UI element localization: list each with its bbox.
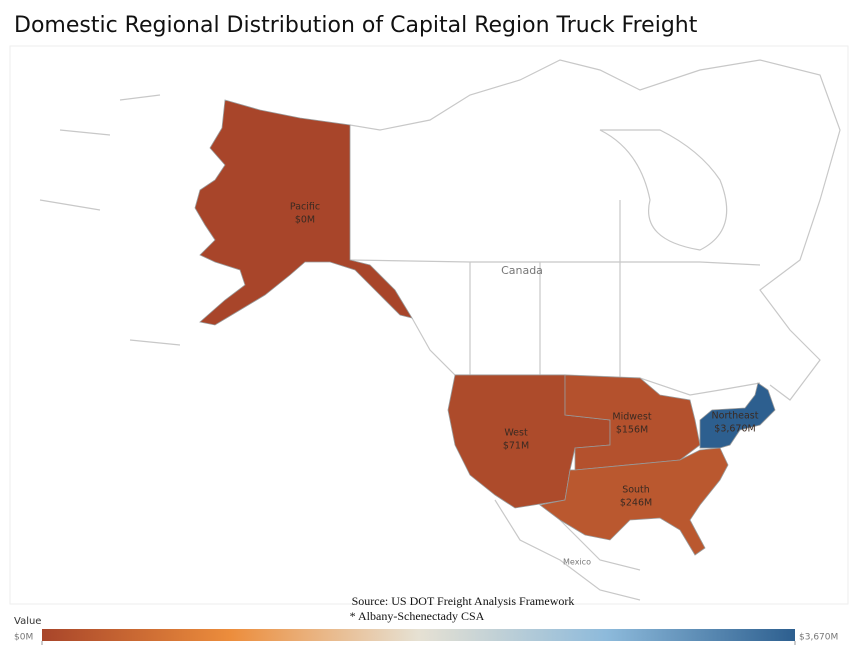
region-value: $0M bbox=[295, 215, 315, 226]
legend-tick-label: $3,670M bbox=[799, 633, 838, 643]
place-label: Mexico bbox=[563, 558, 591, 567]
region-name: Pacific bbox=[290, 202, 320, 213]
legend-tick-label: $0M bbox=[14, 633, 33, 643]
region-name: West bbox=[504, 428, 528, 439]
region bbox=[539, 447, 729, 556]
legend-title: Value bbox=[14, 616, 41, 627]
source: Source: US DOT Freight Analysis Framewor… bbox=[352, 594, 575, 608]
bay bbox=[599, 129, 728, 251]
region-value: $3,670M bbox=[714, 424, 755, 435]
region bbox=[699, 382, 776, 449]
region-value: $156M bbox=[616, 425, 648, 436]
region-name: Midwest bbox=[612, 412, 651, 423]
legend-bar bbox=[42, 629, 795, 641]
islands bbox=[39, 94, 181, 346]
footnote: * Albany-Schenectady CSA bbox=[350, 609, 485, 623]
border bbox=[469, 200, 621, 378]
map-frame bbox=[9, 45, 849, 605]
region-name: South bbox=[622, 485, 650, 496]
place-label: Canada bbox=[501, 264, 543, 277]
region bbox=[194, 99, 413, 326]
title: Domestic Regional Distribution of Capita… bbox=[14, 13, 698, 38]
coastline bbox=[349, 59, 841, 401]
border bbox=[349, 259, 761, 266]
region-name: Northeast bbox=[712, 411, 759, 422]
region-value: $71M bbox=[503, 441, 529, 452]
regions: Pacific $0M West $71M Midwest $156M South $246M… bbox=[194, 99, 776, 556]
region-value: $246M bbox=[620, 498, 652, 509]
mexico-outline bbox=[494, 499, 641, 601]
